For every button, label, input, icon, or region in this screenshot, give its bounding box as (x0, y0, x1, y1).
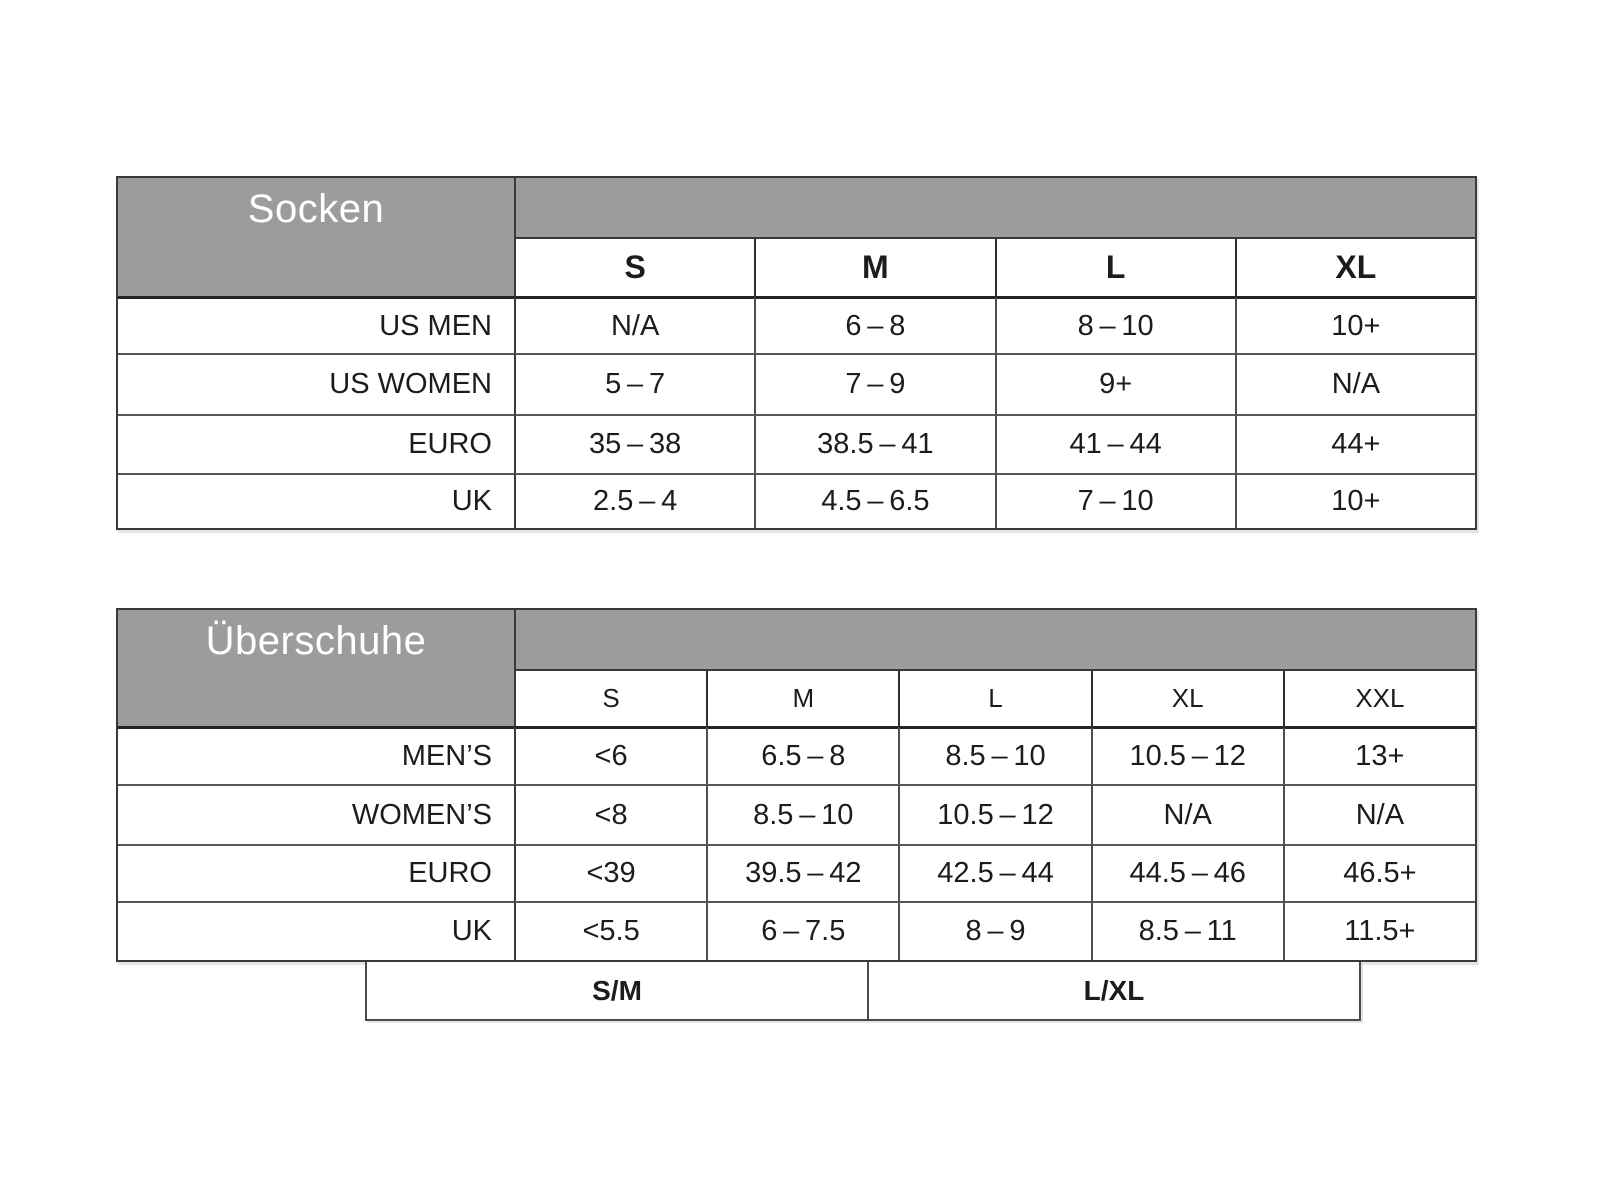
value-cell: N/A (514, 296, 755, 353)
value-cell: 4.5 – 6.5 (754, 473, 995, 528)
value-cell: 44+ (1234, 414, 1475, 473)
value-cell: 13+ (1282, 726, 1475, 784)
size-header-s: S (514, 237, 755, 296)
header-band (514, 610, 1475, 669)
row-label-euro: EURO (118, 414, 514, 473)
value-cell: <6 (514, 726, 707, 784)
value-cell: 8.5 – 10 (706, 784, 899, 844)
row-label-euro: EURO (118, 844, 514, 901)
ueberschuhe-table: Überschuhe S M L XL XXL MEN’S <6 6.5 – 8… (116, 608, 1477, 962)
row-label-uk: UK (118, 473, 514, 528)
value-cell: 8 – 10 (994, 296, 1235, 353)
value-cell: 35 – 38 (514, 414, 755, 473)
value-cell: 8 – 9 (898, 901, 1091, 960)
table-title-socken: Socken (118, 178, 514, 296)
value-cell: 42.5 – 44 (898, 844, 1091, 901)
value-cell: 7 – 9 (754, 353, 995, 414)
size-header-xl: XL (1234, 237, 1475, 296)
value-cell: 2.5 – 4 (514, 473, 755, 528)
row-label-womens: WOMEN’S (118, 784, 514, 844)
size-header-l: L (994, 237, 1235, 296)
value-cell: <39 (514, 844, 707, 901)
value-cell: N/A (1234, 353, 1475, 414)
size-header-m: M (706, 669, 899, 726)
value-cell: 38.5 – 41 (754, 414, 995, 473)
row-label-mens: MEN’S (118, 726, 514, 784)
value-cell: N/A (1090, 784, 1283, 844)
value-cell: 10+ (1234, 296, 1475, 353)
size-header-xxl: XXL (1282, 669, 1475, 726)
value-cell: 41 – 44 (994, 414, 1235, 473)
value-cell: 8.5 – 10 (898, 726, 1091, 784)
table-title-ueberschuhe: Überschuhe (118, 610, 514, 726)
value-cell: 10.5 – 12 (898, 784, 1091, 844)
value-cell: 6 – 7.5 (706, 901, 899, 960)
value-cell: 44.5 – 46 (1090, 844, 1283, 901)
row-label-uk: UK (118, 901, 514, 960)
value-cell: <8 (514, 784, 707, 844)
value-cell: 46.5+ (1282, 844, 1475, 901)
group-label-lxl: L/XL (867, 962, 1359, 1019)
size-group-bracket: S/M L/XL (365, 962, 1361, 1021)
row-label-us-women: US WOMEN (118, 353, 514, 414)
size-header-m: M (754, 237, 995, 296)
size-header-s: S (514, 669, 707, 726)
socken-table: Socken S M L XL US MEN N/A 6 – 8 8 – 10 … (116, 176, 1477, 530)
size-header-l: L (898, 669, 1091, 726)
value-cell: 7 – 10 (994, 473, 1235, 528)
value-cell: 9+ (994, 353, 1235, 414)
value-cell: <5.5 (514, 901, 707, 960)
value-cell: 6.5 – 8 (706, 726, 899, 784)
value-cell: 5 – 7 (514, 353, 755, 414)
value-cell: 8.5 – 11 (1090, 901, 1283, 960)
value-cell: 6 – 8 (754, 296, 995, 353)
value-cell: 39.5 – 42 (706, 844, 899, 901)
value-cell: 11.5+ (1282, 901, 1475, 960)
value-cell: 10+ (1234, 473, 1475, 528)
size-header-xl: XL (1090, 669, 1283, 726)
header-band (514, 178, 1475, 237)
value-cell: 10.5 – 12 (1090, 726, 1283, 784)
row-label-us-men: US MEN (118, 296, 514, 353)
value-cell: N/A (1282, 784, 1475, 844)
group-label-sm: S/M (592, 974, 642, 1006)
